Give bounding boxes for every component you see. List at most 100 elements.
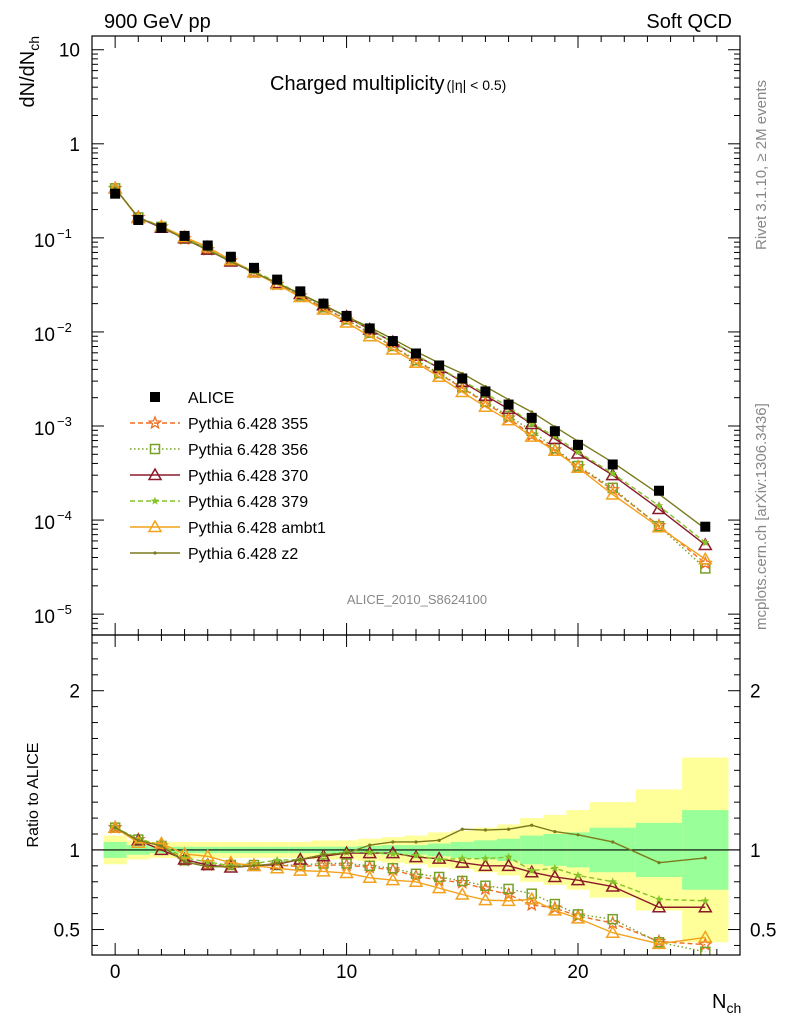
ratio-point-pz2 [553, 830, 557, 834]
ratio-point-pambt1 [107, 820, 123, 833]
ratio-point-p370 [605, 879, 621, 892]
ratio-point-p370 [154, 842, 169, 856]
legend-marker-p356 [149, 443, 161, 455]
main-point-pambt1 [454, 384, 470, 398]
main-point-ALICE [607, 459, 618, 470]
main-point-pambt1 [478, 399, 493, 413]
ratio-point-pambt1 [408, 874, 424, 888]
ratio-point-p379 [180, 853, 189, 862]
legend-marker-p355 [147, 415, 163, 430]
ratio-point-pz2 [437, 838, 441, 842]
ratio-point-pz2 [414, 840, 418, 844]
main-series-p356 [109, 183, 711, 574]
main-point-ALICE [295, 286, 306, 297]
ratio-y-tick-label: 0.5 [54, 921, 80, 942]
ratio-point-p356 [318, 858, 329, 869]
legend-label-p355: Pythia 6.428 355 [188, 416, 308, 433]
ratio-point-pambt1 [269, 860, 285, 874]
main-series-ALICE [110, 188, 711, 532]
main-point-ALICE [110, 188, 121, 199]
ratio-point-pambt1 [316, 863, 331, 877]
x-axis-label: Nch [712, 991, 741, 1016]
main-point-ALICE [318, 298, 329, 309]
main-point-ALICE [202, 240, 213, 251]
ratio-point-p379 [654, 894, 664, 903]
ratio-point-pz2 [530, 823, 534, 827]
y-tick-label: 10 [34, 325, 55, 346]
main-point-ALICE [133, 214, 144, 225]
ratio-y-tick-label-right: 1 [750, 841, 761, 862]
main-point-p356 [526, 425, 537, 437]
ratio-point-p370 [524, 864, 540, 878]
main-point-pambt1 [547, 443, 563, 457]
main-series-p379 [110, 183, 710, 547]
legend-label-pambt1: Pythia 6.428 ambt1 [188, 520, 326, 537]
ratio-point-p370 [200, 857, 216, 871]
ratio-point-p370 [697, 899, 713, 913]
ratio-point-p379 [527, 866, 536, 875]
ratio-point-p379 [701, 896, 710, 905]
ratio-line-p379 [114, 827, 706, 902]
main-point-p379 [701, 537, 710, 547]
legend-item-p370: Pythia 6.428 370 [130, 467, 308, 485]
legend-marker-p379 [150, 496, 160, 505]
ratio-panel: 0 10 20 Nch 0.5 0.5 1 1 2 2 Ratio to ALICE [25, 634, 776, 1016]
ratio-point-pambt1 [454, 886, 470, 900]
ratio-point-p379 [481, 854, 490, 863]
main-point-ALICE [225, 251, 236, 262]
mcplots-label: mcplots.cern.ch [arXiv:1306.3436] [753, 403, 770, 630]
y-tick-exponent: −4 [57, 508, 72, 523]
main-point-pambt1 [339, 314, 354, 328]
ratio-point-p379 [249, 858, 259, 868]
rivet-label: Rivet 3.1.10, ≥ 2M events [753, 80, 770, 250]
x-tick-label: 20 [567, 962, 588, 983]
ratio-point-p379 [272, 855, 282, 864]
y-tick-label: 10 [34, 607, 55, 628]
ratio-point-pambt1 [385, 872, 401, 886]
main-point-p370 [651, 501, 667, 515]
main-point-ALICE [654, 485, 664, 496]
ratio-point-pz2 [298, 857, 302, 862]
ratio-point-pambt1 [362, 870, 378, 884]
ratio-point-p370 [478, 858, 493, 872]
legend-item-pambt1: Pythia 6.428 ambt1 [130, 519, 326, 537]
legend-marker-ALICE [150, 392, 160, 402]
ratio-point-pz2 [657, 861, 661, 865]
legend-marker-p370 [147, 467, 163, 481]
ratio-point-pambt1 [478, 892, 493, 906]
ratio-point-p379 [411, 851, 421, 860]
ratio-point-p356 [549, 898, 561, 910]
main-point-pambt1 [524, 429, 540, 442]
main-point-ALICE [700, 521, 711, 532]
y-tick-exponent: −1 [57, 226, 72, 241]
main-point-ALICE [526, 412, 537, 423]
ratio-point-p356 [457, 875, 468, 887]
ratio-y-axis-label: Ratio to ALICE [25, 743, 42, 848]
ratio-point-p356 [526, 888, 537, 899]
ratio-point-pz2 [391, 840, 395, 844]
legend-item-ALICE: ALICE [150, 390, 234, 407]
ratio-y-tick-label: 2 [69, 682, 80, 703]
ratio-series-pz2 [113, 823, 707, 869]
ratio-point-pz2 [229, 865, 233, 869]
ratio-point-p379 [134, 834, 143, 843]
ratio-y-tick-label-right: 2 [750, 682, 761, 703]
header-left: 900 GeV pp [104, 11, 211, 33]
main-point-p356 [607, 482, 618, 494]
ratio-point-p370 [431, 851, 447, 864]
ratio-point-pz2 [506, 827, 511, 831]
ratio-y-tick-label-right: 0.5 [750, 921, 776, 942]
y-tick-label: 10 [59, 41, 80, 62]
ratio-point-p356 [480, 880, 491, 891]
main-point-ALICE [387, 336, 398, 347]
main-point-pambt1 [431, 369, 447, 382]
legend-label-p356: Pythia 6.428 356 [188, 442, 308, 459]
ratio-point-pz2 [483, 828, 488, 832]
ratio-point-pz2 [321, 853, 326, 857]
ratio-point-p355 [524, 897, 540, 912]
ratio-point-pz2 [344, 851, 349, 855]
ratio-point-p379 [550, 863, 560, 872]
legend-label-p379: Pythia 6.428 379 [188, 494, 308, 511]
ratio-y-tick-label: 1 [69, 841, 80, 862]
legend-item-p379: Pythia 6.428 379 [130, 494, 308, 511]
